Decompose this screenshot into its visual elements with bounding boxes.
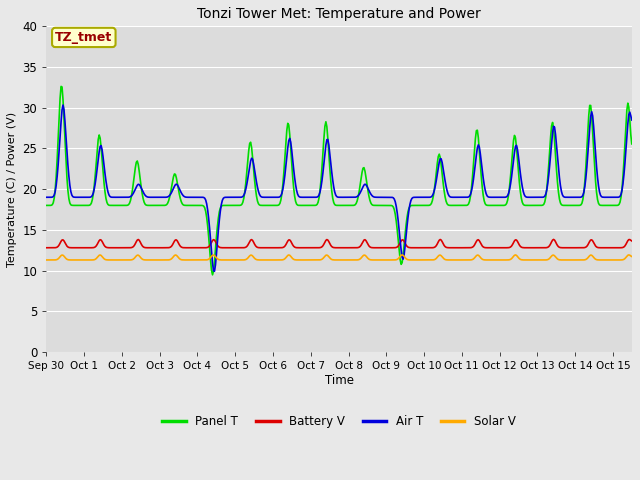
Text: TZ_tmet: TZ_tmet [55, 31, 113, 44]
Air T [211, 268, 218, 274]
Air T [390, 195, 397, 201]
Y-axis label: Temperature (C) / Power (V): Temperature (C) / Power (V) [7, 111, 17, 267]
Panel T [147, 203, 155, 208]
X-axis label: Time: Time [324, 374, 353, 387]
Solar V [625, 252, 633, 258]
Solar V [43, 257, 51, 263]
Solar V [387, 257, 395, 263]
Solar V [146, 257, 154, 263]
Air T [485, 194, 493, 200]
Solar V [483, 257, 491, 263]
Panel T [390, 204, 397, 210]
Battery V [550, 237, 557, 242]
Battery V [307, 245, 315, 251]
Line: Battery V: Battery V [47, 240, 632, 248]
Air T [435, 159, 443, 165]
Panel T [485, 203, 493, 208]
Battery V [193, 245, 201, 251]
Air T [309, 194, 317, 200]
Air T [194, 194, 202, 200]
Solar V [307, 257, 315, 263]
Air T [43, 194, 51, 200]
Panel T [209, 272, 216, 278]
Line: Panel T: Panel T [47, 86, 632, 275]
Solar V [193, 257, 201, 263]
Panel T [43, 203, 51, 208]
Solar V [433, 254, 441, 260]
Battery V [387, 245, 395, 251]
Solar V [628, 253, 636, 259]
Battery V [483, 245, 491, 251]
Panel T [194, 203, 202, 208]
Air T [147, 194, 155, 200]
Panel T [628, 141, 636, 147]
Battery V [433, 241, 441, 247]
Air T [59, 102, 67, 108]
Panel T [57, 84, 65, 89]
Panel T [435, 151, 443, 157]
Legend: Panel T, Battery V, Air T, Solar V: Panel T, Battery V, Air T, Solar V [157, 410, 520, 432]
Line: Solar V: Solar V [47, 255, 632, 260]
Battery V [43, 245, 51, 251]
Battery V [146, 245, 154, 251]
Air T [628, 117, 636, 123]
Line: Air T: Air T [47, 105, 632, 271]
Battery V [628, 238, 636, 244]
Title: Tonzi Tower Met: Temperature and Power: Tonzi Tower Met: Temperature and Power [197, 7, 481, 21]
Panel T [309, 203, 317, 208]
